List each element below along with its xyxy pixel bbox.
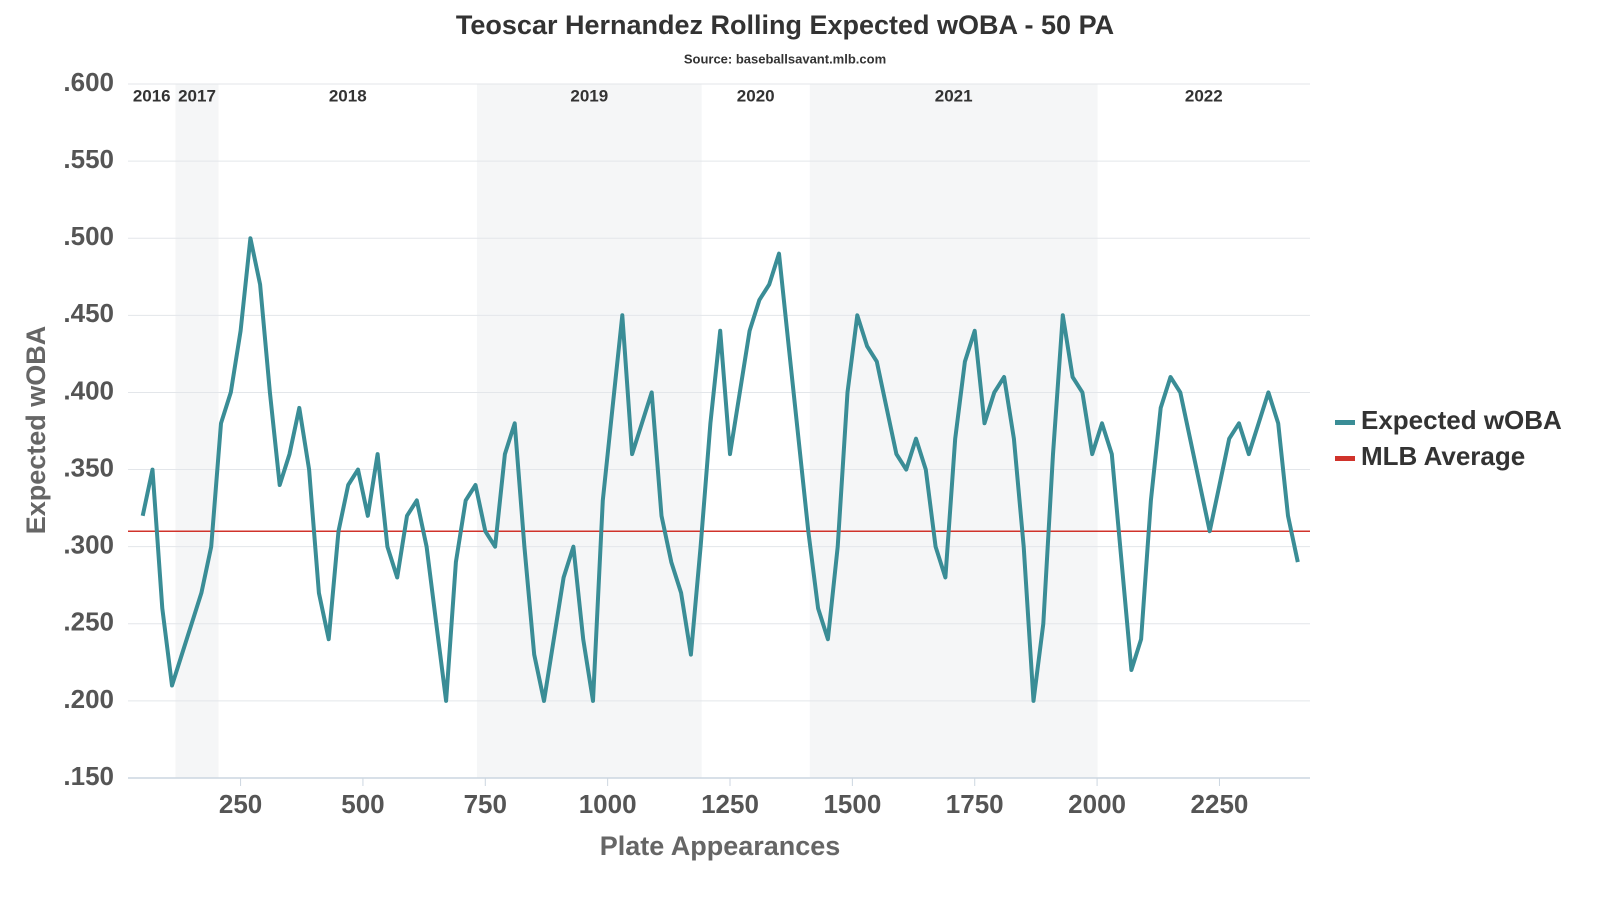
y-tick-label: .300 (63, 530, 114, 560)
y-tick-label: .450 (63, 298, 114, 328)
season-label: 2021 (935, 86, 973, 105)
y-tick-label: .200 (63, 684, 114, 714)
legend-swatch (1335, 456, 1355, 461)
y-tick-label: .600 (63, 67, 114, 97)
season-label: 2022 (1185, 86, 1223, 105)
legend-swatch (1335, 420, 1355, 425)
y-axis-label: Expected wOBA (21, 326, 51, 535)
x-tick-label: 1250 (701, 789, 759, 819)
season-label: 2019 (570, 86, 608, 105)
season-band (809, 84, 1098, 778)
y-tick-label: .250 (63, 607, 114, 637)
chart-subtitle: Source: baseballsavant.mlb.com (684, 51, 886, 66)
season-label: 2017 (178, 86, 216, 105)
legend-label: MLB Average (1361, 441, 1525, 471)
y-tick-label: .500 (63, 221, 114, 251)
y-tick-label: .150 (63, 761, 114, 791)
x-tick-label: 2250 (1191, 789, 1249, 819)
legend-label: Expected wOBA (1361, 405, 1562, 435)
x-tick-label: 1750 (946, 789, 1004, 819)
y-tick-label: .550 (63, 144, 114, 174)
y-tick-label: .400 (63, 375, 114, 405)
season-label: 2018 (329, 86, 367, 105)
x-axis-label: Plate Appearances (600, 831, 841, 861)
x-tick-label: 500 (341, 789, 384, 819)
season-label: 2016 (133, 86, 171, 105)
season-band (175, 84, 219, 778)
background (128, 83, 1310, 786)
data-line (140, 236, 1300, 703)
x-tick-label: 1500 (823, 789, 881, 819)
chart-title: Teoscar Hernandez Rolling Expected wOBA … (456, 10, 1114, 40)
x-tick-label: 250 (219, 789, 262, 819)
x-tick-label: 2000 (1068, 789, 1126, 819)
x-tick-label: 1000 (579, 789, 637, 819)
x-tick-label: 750 (464, 789, 507, 819)
season-label: 2020 (737, 86, 775, 105)
y-tick-label: .350 (63, 452, 114, 482)
